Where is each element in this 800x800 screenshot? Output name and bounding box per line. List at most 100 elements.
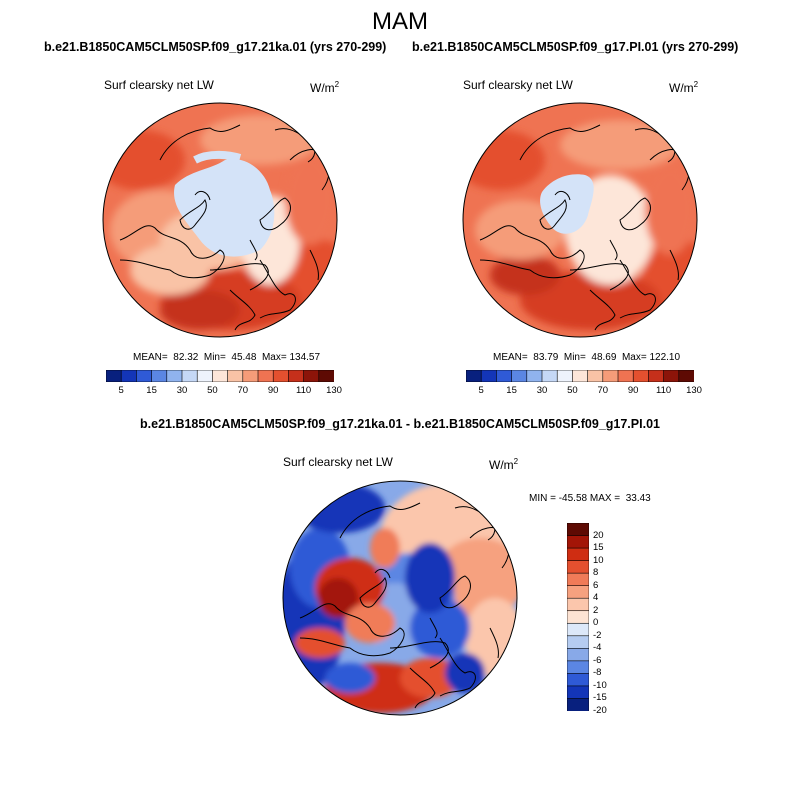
- panel2-colorbar-bin: [480, 370, 498, 382]
- diff-colorbar-labels: 20 15 10 8 6 4 2 0 -2 -4 -6 -8 -10 -15 -20: [593, 523, 633, 716]
- panel2-colorbar-tick-label: 15: [506, 385, 517, 396]
- panel2-colorbar-tick-label: 5: [478, 385, 484, 396]
- diff-colorbar-tick-label: -15: [593, 692, 607, 704]
- panel1-colorbar-bin: [136, 370, 153, 382]
- panel1-colorbar-bin: [303, 370, 320, 382]
- panel1-colorbar-tick-label: 130: [326, 385, 342, 396]
- diff-colorbar-bin: [567, 560, 589, 574]
- diff-colorbar-tick-label: 6: [593, 579, 599, 591]
- diff-colorbar-bin: [567, 585, 589, 599]
- diff-colorbar-tick-label: -6: [593, 654, 602, 666]
- panel1-colorbar-bin: [196, 370, 214, 382]
- panel2-units-label: W/m2: [669, 80, 699, 95]
- panel2-colorbar-bin: [648, 370, 665, 382]
- panel2-colorbar-tick-label: 50: [567, 385, 578, 396]
- panel1-colorbar-labels: 5 15 30 50 70 90 110 130: [106, 385, 342, 399]
- diff-variable-label: Surf clearsky net LW: [283, 455, 393, 469]
- panel1-units-label: W/m2: [310, 80, 340, 95]
- panel1-colorbar-bin: [212, 370, 229, 382]
- panel1-stats: MEAN= 82.32 Min= 45.48 Max= 134.57: [133, 352, 321, 363]
- diff-colorbar-tick-label: 8: [593, 567, 599, 579]
- panel2-colorbar-bin: [663, 370, 680, 382]
- panel2-stats: MEAN= 83.79 Min= 48.69 Max= 122.10: [493, 352, 681, 363]
- panel1-colorbar-bin: [181, 370, 198, 382]
- diff-polar-map: [282, 480, 518, 716]
- panel1-colorbar-bin: [288, 370, 305, 382]
- diff-colorbar-tick-label: -4: [593, 642, 602, 654]
- diff-colorbar-tick-label: 4: [593, 592, 599, 604]
- panel1-colorbar-bin: [318, 370, 334, 382]
- diff-colorbar-tick-label: 10: [593, 554, 604, 566]
- panel2-colorbar-tick-label: 30: [536, 385, 548, 396]
- panel1-colorbar-bin: [272, 370, 290, 382]
- panel2-variable-label: Surf clearsky net LW: [463, 78, 573, 92]
- panel1-colorbar-tick-label: 15: [146, 385, 157, 396]
- panel1-coastlines: [119, 124, 330, 331]
- panel2-colorbar-bin: [496, 370, 513, 382]
- panel1-colorbar-bin: [106, 370, 122, 382]
- diff-colorbar-tick-label: 2: [593, 604, 599, 616]
- panel2-arctic-ice-region: [540, 174, 594, 234]
- panel1-colorbar-bin: [257, 370, 274, 382]
- panel2-colorbar-bin: [526, 370, 543, 382]
- panel1-colorbar-tick-label: 50: [207, 385, 218, 396]
- diff-colorbar-bin: [567, 523, 589, 537]
- diff-colorbar-bin: [567, 597, 589, 612]
- panel1-case-title: b.e21.B1850CAM5CLM50SP.f09_g17.21ka.01 (…: [44, 40, 387, 54]
- diff-colorbar-bin: [567, 547, 589, 562]
- panel2-colorbar-tick-label: 130: [686, 385, 702, 396]
- panel1-colorbar-bin: [242, 370, 259, 382]
- panel2-colorbar-bin: [678, 370, 694, 382]
- diff-colorbar-tick-label: 0: [593, 617, 599, 629]
- panel1-arctic-ice-region: [174, 159, 275, 257]
- panel2-colorbar-bin: [632, 370, 650, 382]
- panel1-colorbar-tick-label: 30: [176, 385, 188, 396]
- diff-colorbar-bin: [567, 610, 589, 625]
- panel2-colorbar-tick-label: 90: [627, 385, 639, 396]
- diff-colorbar-tick-label: -10: [593, 679, 607, 691]
- diff-colorbar-tick-label: -8: [593, 667, 602, 679]
- panel1-colorbar-tick-label: 5: [118, 385, 124, 396]
- panel2-colorbar-tick-label: 110: [656, 385, 672, 396]
- panel2-colorbar-bin: [556, 370, 574, 382]
- panel1-colorbar-bin: [151, 370, 168, 382]
- panel2-colorbar-bin: [572, 370, 589, 382]
- panel2-colorbar-bin: [541, 370, 558, 382]
- diff-units-label: W/m2: [489, 457, 519, 472]
- panel2-polar-map: [462, 102, 698, 338]
- diff-colorbar-bin: [567, 673, 589, 687]
- diff-colorbar-bin: [567, 622, 589, 637]
- diff-colorbar-bin: [567, 698, 589, 711]
- panel2-case-title: b.e21.B1850CAM5CLM50SP.f09_g17.PI.01 (yr…: [412, 40, 739, 54]
- panel2-colorbar-bin: [587, 370, 604, 382]
- panel1-colorbar-bin: [227, 370, 244, 382]
- panel2-map-border: [462, 102, 698, 338]
- diff-colorbar-tick-label: -2: [593, 629, 602, 641]
- diff-colorbar-tick-label: -20: [593, 705, 607, 716]
- diff-colorbar-bin: [567, 648, 589, 662]
- main-title: MAM: [372, 8, 428, 35]
- panel2-colorbar-bin: [617, 370, 634, 382]
- panel1-colorbar-tick-label: 70: [237, 385, 249, 396]
- panel2-colorbar: [466, 370, 694, 382]
- panel1-colorbar: [106, 370, 334, 382]
- diff-colorbar-bin: [567, 635, 589, 650]
- panel1-colorbar-bin: [120, 370, 138, 382]
- diff-colorbar-tick-label: 15: [593, 542, 604, 554]
- diff-colorbar: [567, 523, 589, 711]
- diff-colorbar-bin: [567, 660, 589, 675]
- diff-colorbar-bin: [567, 685, 589, 700]
- diff-map-border: [282, 480, 518, 716]
- diff-colorbar-tick-label: 20: [593, 529, 604, 541]
- diff-colorbar-bin: [567, 535, 589, 549]
- panel2-colorbar-bin: [602, 370, 619, 382]
- panel1-colorbar-tick-label: 90: [267, 385, 279, 396]
- panel1-colorbar-bin: [166, 370, 183, 382]
- diff-title: b.e21.B1850CAM5CLM50SP.f09_g17.21ka.01 -…: [140, 417, 660, 431]
- panel2-colorbar-bin: [466, 370, 482, 382]
- panel2-colorbar-bin: [511, 370, 528, 382]
- panel2-colorbar-tick-label: 70: [597, 385, 609, 396]
- panel1-colorbar-tick-label: 110: [296, 385, 312, 396]
- panel2-colorbar-labels: 5 15 30 50 70 90 110 130: [466, 385, 702, 399]
- diff-colorbar-bin: [567, 572, 589, 587]
